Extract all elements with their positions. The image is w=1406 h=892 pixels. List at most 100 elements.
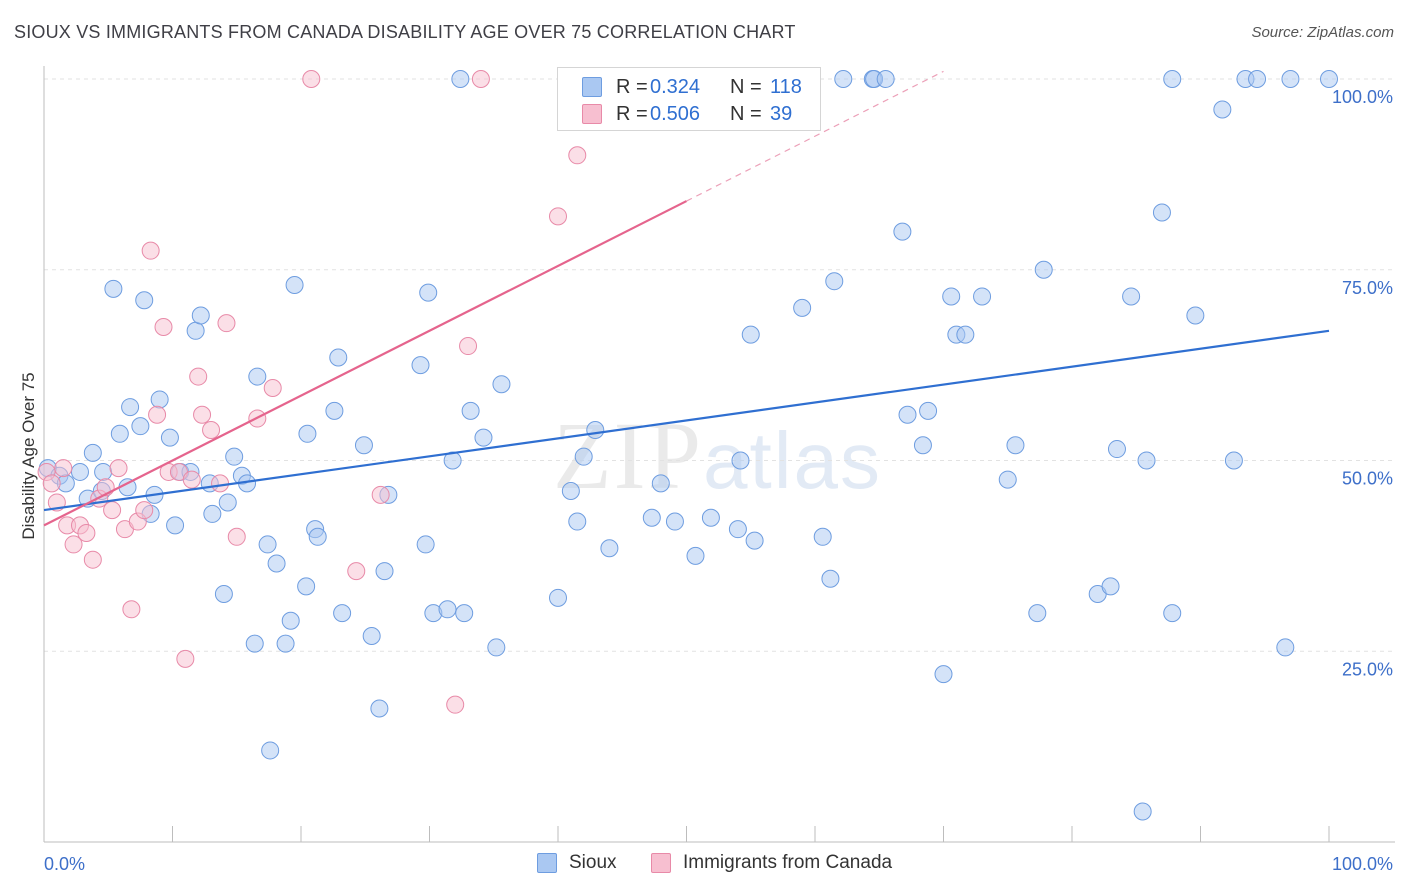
data-point: [561, 482, 580, 501]
data-point: [141, 241, 160, 260]
data-point: [471, 70, 490, 88]
legend-n-label: N =: [730, 102, 762, 125]
data-point: [1034, 260, 1053, 279]
data-point: [1101, 577, 1120, 596]
legend: R = 0.324 N = 118 R = 0.506 N = 39: [557, 67, 821, 131]
x-tick-label: 100.0%: [1332, 854, 1393, 874]
trend-lines: [43, 70, 1330, 527]
data-point: [455, 604, 474, 623]
data-point: [446, 695, 465, 714]
data-point: [227, 527, 246, 546]
data-point: [1320, 70, 1338, 88]
data-point: [1133, 802, 1152, 821]
data-point: [281, 611, 300, 630]
series-sioux-points: [38, 70, 1338, 821]
data-point: [487, 638, 506, 657]
data-point: [218, 493, 237, 512]
data-point: [813, 527, 832, 546]
legend-n-value: 39: [770, 102, 793, 125]
data-point: [182, 470, 201, 489]
data-point: [474, 428, 493, 447]
data-point: [411, 356, 430, 375]
data-point: [64, 535, 83, 554]
legend-r-value: 0.506: [650, 102, 701, 125]
data-point: [1152, 203, 1171, 222]
bottom-legend-label: Sioux: [569, 852, 617, 873]
data-point: [370, 699, 389, 718]
data-point: [166, 516, 185, 535]
data-point: [104, 279, 123, 298]
data-point: [1224, 451, 1243, 470]
data-point: [276, 634, 295, 653]
data-point: [261, 741, 280, 760]
data-point: [225, 447, 244, 466]
data-point: [54, 459, 73, 478]
data-point: [876, 70, 895, 88]
data-point: [665, 512, 684, 531]
data-point: [821, 569, 840, 588]
data-point: [451, 70, 470, 88]
data-point: [600, 539, 619, 558]
bottom-legend-swatch-sioux: [537, 853, 557, 873]
data-point: [186, 321, 205, 340]
data-point: [110, 424, 129, 443]
data-point: [371, 485, 390, 504]
data-point: [461, 401, 480, 420]
data-point: [154, 317, 173, 336]
data-point: [333, 604, 352, 623]
data-point: [245, 634, 264, 653]
data-point: [285, 276, 304, 295]
data-point: [549, 207, 567, 226]
data-point: [956, 325, 975, 344]
data-point: [651, 474, 670, 493]
data-point: [103, 501, 122, 520]
legend-swatch-sioux: [582, 77, 602, 97]
data-point: [1276, 638, 1295, 657]
data-point: [1122, 287, 1141, 306]
data-point: [203, 504, 222, 523]
data-point: [1163, 70, 1182, 88]
chart-title: SIOUX VS IMMIGRANTS FROM CANADA DISABILI…: [14, 22, 796, 42]
data-point: [77, 523, 96, 542]
data-point: [375, 562, 394, 581]
data-point: [745, 531, 764, 550]
data-point: [834, 70, 853, 88]
grid-lines: [44, 78, 1395, 652]
data-point: [83, 550, 102, 569]
trend-line-canada-extension: [686, 70, 944, 202]
data-point: [211, 474, 230, 493]
bottom-legend-label: Immigrants from Canada: [683, 852, 893, 873]
data-point: [741, 325, 760, 344]
data-point: [728, 520, 747, 539]
data-point: [94, 462, 113, 481]
data-point: [248, 367, 267, 386]
y-axis-label: Disability Age Over 75: [19, 372, 38, 539]
legend-n-label: N =: [730, 75, 762, 98]
data-point: [308, 527, 327, 546]
data-point: [568, 512, 587, 531]
data-point: [109, 459, 128, 478]
data-point: [263, 379, 282, 398]
legend-swatch-canada: [582, 104, 602, 124]
axes: [43, 66, 1395, 843]
data-point: [297, 577, 316, 596]
data-point: [298, 424, 317, 443]
y-tick-label: 50.0%: [1342, 469, 1393, 489]
data-point: [121, 398, 140, 417]
y-tick-label: 75.0%: [1342, 278, 1393, 298]
data-point: [942, 287, 961, 306]
data-point: [492, 375, 511, 394]
data-point: [825, 272, 844, 291]
data-point: [1281, 70, 1300, 88]
data-point: [419, 283, 438, 302]
data-point: [586, 420, 605, 439]
data-point: [135, 501, 154, 520]
data-point: [83, 443, 102, 462]
legend-row-sioux: R = 0.324 N = 118: [582, 75, 824, 99]
data-point: [267, 554, 286, 573]
data-point: [701, 508, 720, 527]
data-point: [459, 337, 478, 356]
data-point: [898, 405, 917, 424]
y-tick-label: 25.0%: [1342, 659, 1393, 679]
